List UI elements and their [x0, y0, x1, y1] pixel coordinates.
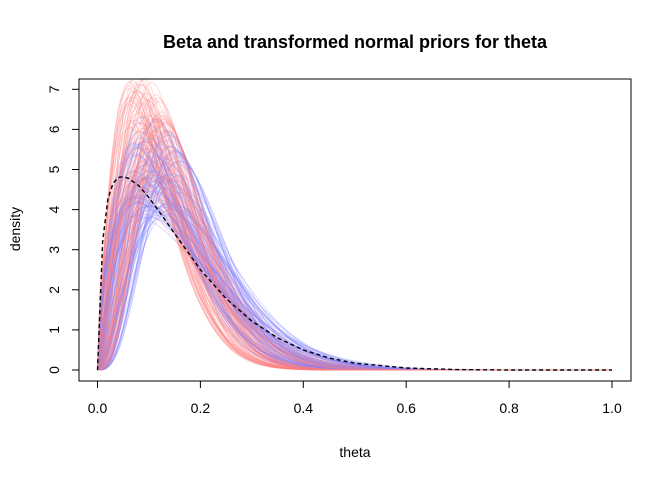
x-tick-label-3: 0.6	[396, 400, 416, 416]
y-axis-label: density	[7, 207, 23, 251]
x-tick-label-1: 0.2	[191, 400, 211, 416]
y-tick-label-4: 4	[46, 205, 62, 213]
y-tick-label-6: 6	[46, 125, 62, 133]
x-axis-label: theta	[339, 444, 370, 460]
x-tick-label-2: 0.4	[294, 400, 314, 416]
y-tick-label-7: 7	[46, 85, 62, 93]
x-tick-label-0: 0.0	[88, 400, 108, 416]
chart-title: Beta and transformed normal priors for t…	[163, 32, 548, 52]
y-tick-label-0: 0	[46, 366, 62, 374]
y-tick-label-2: 2	[46, 286, 62, 294]
y-axis: 0 1 2 3 4 5 6 7	[46, 85, 80, 374]
x-tick-label-5: 1.0	[602, 400, 622, 416]
x-axis: 0.0 0.2 0.4 0.6 0.8 1.0	[88, 380, 622, 416]
mean-curve-layer	[96, 176, 612, 371]
y-tick-label-3: 3	[46, 246, 62, 254]
x-tick-label-4: 0.8	[499, 400, 519, 416]
y-tick-label-1: 1	[46, 326, 62, 334]
y-tick-label-5: 5	[46, 165, 62, 173]
beta-prior-curve	[96, 176, 612, 371]
